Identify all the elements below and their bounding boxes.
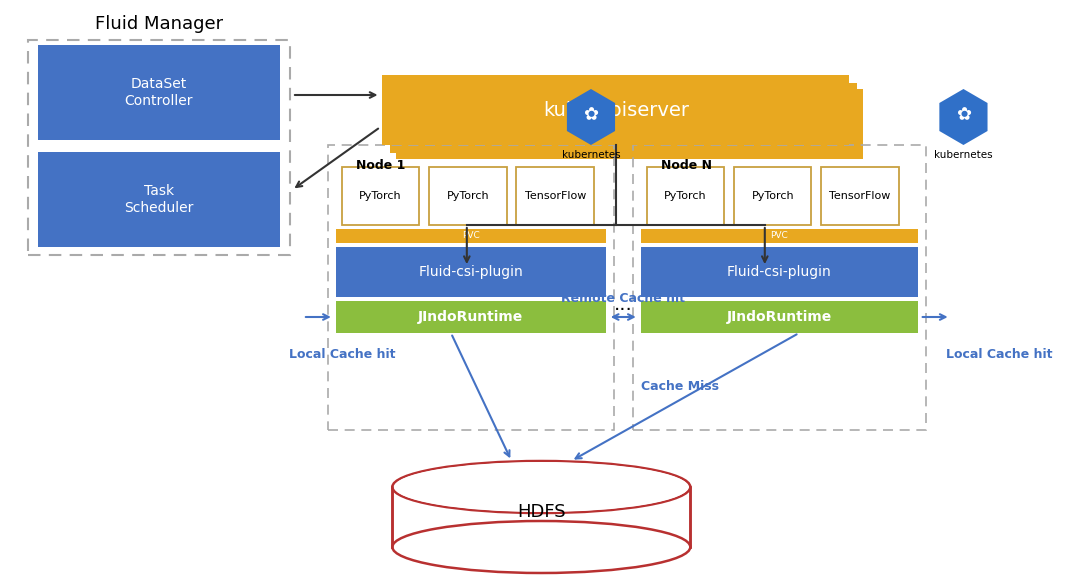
Text: kubernetes: kubernetes [562,150,620,160]
Text: JIndoRuntime: JIndoRuntime [727,310,832,324]
FancyBboxPatch shape [640,247,918,297]
Text: Node 1: Node 1 [355,159,405,172]
Text: ...: ... [613,295,633,315]
Ellipse shape [394,462,688,512]
Ellipse shape [392,461,690,513]
Text: PyTorch: PyTorch [446,191,489,201]
FancyBboxPatch shape [336,247,606,297]
FancyBboxPatch shape [647,167,724,225]
Text: Local Cache hit: Local Cache hit [289,349,396,362]
FancyBboxPatch shape [640,301,918,333]
FancyBboxPatch shape [390,83,858,153]
Text: Task
Scheduler: Task Scheduler [124,184,193,215]
Text: Fluid Manager: Fluid Manager [95,15,222,33]
Text: ✿: ✿ [583,106,598,124]
Text: TensorFlow: TensorFlow [525,191,586,201]
FancyBboxPatch shape [392,487,690,547]
Text: Local Cache hit: Local Cache hit [946,349,1052,362]
FancyBboxPatch shape [640,229,918,243]
FancyBboxPatch shape [336,301,606,333]
Ellipse shape [392,521,690,573]
Text: Remote Cache hit: Remote Cache hit [562,292,685,305]
Text: PyTorch: PyTorch [664,191,706,201]
FancyBboxPatch shape [822,167,899,225]
Text: kubernetes: kubernetes [934,150,993,160]
FancyBboxPatch shape [516,167,594,225]
Text: TensorFlow: TensorFlow [829,191,891,201]
Text: PVC: PVC [462,232,480,240]
Text: kube-apiserver: kube-apiserver [543,101,689,119]
FancyBboxPatch shape [396,89,863,159]
Text: PVC: PVC [770,232,788,240]
Text: JIndoRuntime: JIndoRuntime [418,310,524,324]
Text: DataSet
Controller: DataSet Controller [124,77,193,108]
FancyBboxPatch shape [734,167,811,225]
Polygon shape [567,89,616,145]
Text: Fluid-csi-plugin: Fluid-csi-plugin [418,265,523,279]
Text: PyTorch: PyTorch [359,191,402,201]
Text: PyTorch: PyTorch [752,191,794,201]
Text: Fluid-csi-plugin: Fluid-csi-plugin [727,265,832,279]
Text: Cache Miss: Cache Miss [642,380,719,394]
FancyBboxPatch shape [429,167,507,225]
FancyBboxPatch shape [336,229,606,243]
FancyBboxPatch shape [38,45,280,140]
FancyBboxPatch shape [382,75,849,145]
Polygon shape [940,89,987,145]
Text: Node N: Node N [661,159,712,172]
FancyBboxPatch shape [341,167,419,225]
FancyBboxPatch shape [38,152,280,247]
Text: ✿: ✿ [956,106,971,124]
Text: HDFS: HDFS [517,503,566,521]
